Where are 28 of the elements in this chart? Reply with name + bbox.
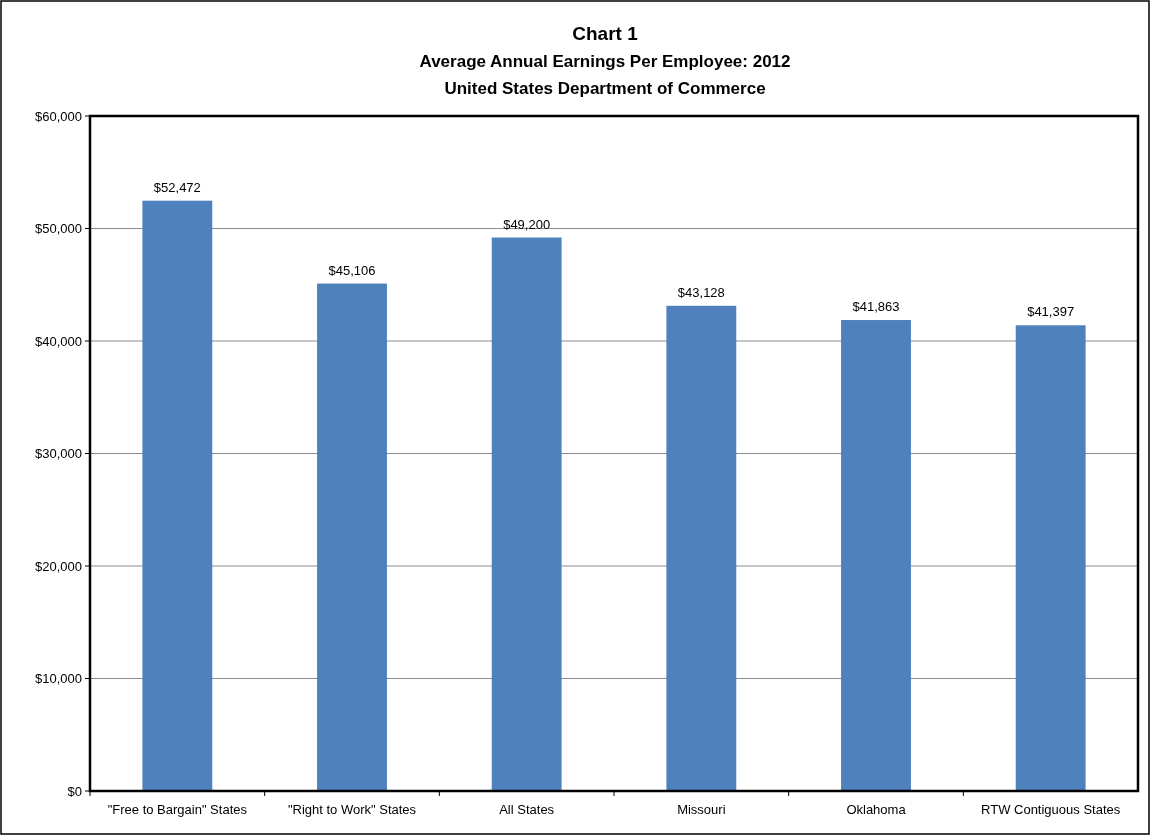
- data-label: $45,106: [328, 262, 376, 278]
- text: United States Department of Commerce: [444, 79, 766, 98]
- x-tick-label: Oklahoma: [846, 802, 907, 817]
- chart-subtitle: Average Annual Earnings Per Employee: 2012: [419, 52, 791, 71]
- bar: [666, 305, 737, 791]
- data-label: $41,863: [852, 299, 900, 315]
- data-label: $52,472: [153, 179, 201, 195]
- chart-title: Chart 1: [572, 23, 639, 44]
- x-tick-label: "Free to Bargain" States: [107, 802, 248, 817]
- y-tick-label: $20,000: [35, 558, 82, 574]
- x-tick-label: Missouri: [677, 802, 726, 817]
- y-tick-label: $60,000: [35, 108, 82, 124]
- data-label: $49,200: [503, 216, 551, 232]
- data-label: $43,128: [677, 284, 725, 300]
- bar: [491, 237, 562, 791]
- y-tick-label: $40,000: [35, 333, 82, 349]
- bar: [1015, 325, 1086, 791]
- bar: [142, 200, 213, 791]
- bar: [841, 320, 911, 791]
- x-tick-label: All States: [499, 802, 555, 817]
- y-tick-label: $10,000: [35, 671, 82, 687]
- y-tick-label: $50,000: [35, 221, 82, 237]
- data-label: $41,397: [1027, 304, 1075, 320]
- x-tick-label: RTW Contiguous States: [981, 802, 1121, 817]
- y-tick-label: $0: [67, 783, 82, 799]
- y-tick-label: $30,000: [35, 446, 82, 462]
- bar: [317, 283, 387, 791]
- x-tick-label: "Right to Work" States: [287, 802, 417, 817]
